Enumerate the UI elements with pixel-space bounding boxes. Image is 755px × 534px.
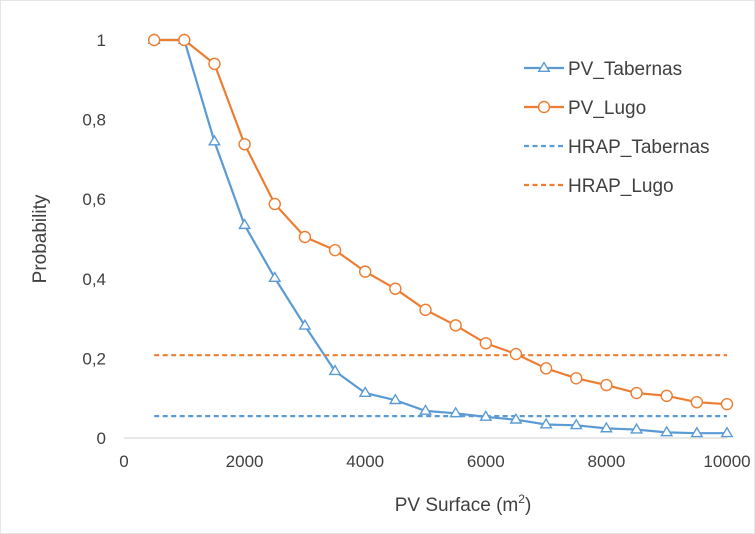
x-tick-label: 2000 <box>226 452 264 471</box>
data-point-pv-tabernas <box>207 134 221 146</box>
data-point-pv-lugo <box>449 319 462 332</box>
data-point-pv-tabernas <box>599 421 613 433</box>
x-tick-label: 10000 <box>703 452 750 471</box>
series-line-pv-tabernas <box>154 38 727 435</box>
data-point-pv-lugo <box>298 230 312 244</box>
x-tick-label: 4000 <box>346 452 384 471</box>
data-point-pv-lugo <box>147 33 161 47</box>
legend: PV_Tabernas PV_Lugo HRAP_Tabernas HRAP_Lugo <box>524 59 710 197</box>
x-tick-labels: 0 2000 4000 6000 8000 10000 <box>119 452 750 471</box>
data-point-pv-lugo <box>690 395 704 409</box>
legend-label-pv-tabernas: PV_Tabernas <box>568 59 682 80</box>
legend-marker-pv-tabernas <box>537 61 551 73</box>
legend-label-pv-lugo: PV_Lugo <box>568 98 646 119</box>
data-point-pv-tabernas <box>569 418 583 430</box>
data-point-pv-lugo <box>328 243 342 257</box>
data-point-pv-tabernas <box>388 393 402 405</box>
data-point-pv-lugo <box>359 265 372 278</box>
data-point-pv-tabernas <box>690 426 704 438</box>
data-point-pv-lugo <box>208 57 221 71</box>
x-tick-label: 0 <box>119 452 128 471</box>
y-tick-label: 0,6 <box>82 190 106 209</box>
y-tick-label: 0,8 <box>82 111 106 130</box>
y-axis-title: Probability <box>30 194 51 283</box>
y-tick-label: 0 <box>97 429 106 448</box>
data-point-pv-lugo <box>238 138 251 151</box>
data-point-pv-tabernas <box>268 271 282 283</box>
data-point-pv-lugo <box>539 362 553 375</box>
y-tick-label: 1 <box>97 31 106 50</box>
x-axis-title-main: PV Surface (m <box>395 495 519 516</box>
data-point-pv-tabernas <box>238 218 252 230</box>
legend-label-hrap-tabernas: HRAP_Tabernas <box>568 137 710 158</box>
data-point-pv-tabernas <box>630 422 644 434</box>
data-point-pv-lugo <box>479 337 492 350</box>
data-point-pv-tabernas <box>509 412 523 424</box>
data-point-pv-tabernas <box>449 406 463 418</box>
legend-item-hrap-lugo: HRAP_Lugo <box>524 176 674 197</box>
data-point-pv-tabernas <box>479 410 493 421</box>
legend-item-hrap-tabernas: HRAP_Tabernas <box>524 137 710 158</box>
data-point-pv-lugo <box>419 303 432 317</box>
x-axis-title-suffix: ) <box>525 495 531 516</box>
data-point-pv-tabernas <box>539 417 553 429</box>
data-point-pv-tabernas <box>720 426 734 438</box>
data-point-pv-tabernas <box>298 318 312 330</box>
data-point-pv-lugo <box>660 389 673 403</box>
x-tick-label: 8000 <box>587 452 625 471</box>
data-point-pv-lugo <box>178 33 191 47</box>
series-lines <box>154 38 728 435</box>
x-axis-title-superscript: 2 <box>518 492 525 506</box>
data-point-pv-tabernas <box>660 425 674 437</box>
data-point-pv-lugo <box>389 282 402 295</box>
data-point-pv-lugo <box>630 386 643 400</box>
data-point-pv-lugo <box>509 347 523 361</box>
data-point-pv-tabernas <box>328 364 342 376</box>
x-axis-title: PV Surface (m2) <box>395 492 532 516</box>
data-point-pv-tabernas <box>419 404 432 415</box>
series-markers <box>147 33 734 438</box>
y-tick-labels: 0 0,2 0,4 0,6 0,8 1 <box>82 31 106 448</box>
series-line-pv-lugo <box>154 38 728 406</box>
data-point-pv-lugo <box>600 378 613 392</box>
x-tick-label: 6000 <box>467 452 505 471</box>
legend-item-pv-lugo: PV_Lugo <box>524 98 646 119</box>
legend-label-hrap-lugo: HRAP_Lugo <box>568 176 674 197</box>
data-point-pv-tabernas <box>358 386 372 398</box>
y-tick-label: 0,2 <box>82 349 106 368</box>
data-point-pv-lugo <box>720 397 734 411</box>
y-tick-label: 0,4 <box>82 270 106 289</box>
data-point-pv-lugo <box>570 372 583 385</box>
legend-marker-pv-lugo <box>537 100 551 114</box>
legend-item-pv-tabernas: PV_Tabernas <box>524 59 682 80</box>
data-point-pv-lugo <box>268 197 281 211</box>
